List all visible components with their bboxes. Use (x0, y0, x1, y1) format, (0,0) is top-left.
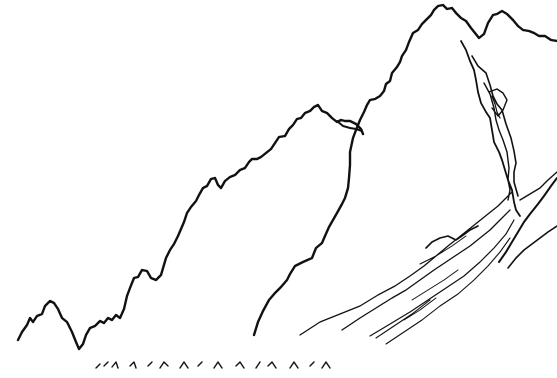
gully-inner-1 (471, 55, 519, 197)
slope-hatch-1 (369, 219, 515, 337)
right-lower-ridge-2 (507, 225, 557, 269)
right-lower-ridge-1 (498, 177, 557, 263)
gully-outer (460, 40, 521, 217)
caption-scribble (95, 361, 331, 369)
slope-hatch-4 (403, 297, 437, 321)
central-peak-outline (252, 3, 557, 337)
slope-hatch-2 (385, 237, 511, 345)
slope-hatch-5 (411, 269, 459, 301)
lower-ledge (425, 225, 479, 249)
slope-hatch-6 (419, 235, 467, 265)
slope-line-2 (341, 209, 511, 331)
slope-hatch-3 (375, 299, 431, 339)
left-ridge-outline (16, 103, 365, 351)
notch-ridge (336, 120, 363, 132)
slope-line-1 (299, 191, 513, 336)
gully-inner-3 (488, 88, 508, 117)
gully-inner-2 (483, 82, 511, 201)
right-lower-ridge-3 (519, 171, 557, 201)
gully-inner-4 (491, 95, 501, 119)
